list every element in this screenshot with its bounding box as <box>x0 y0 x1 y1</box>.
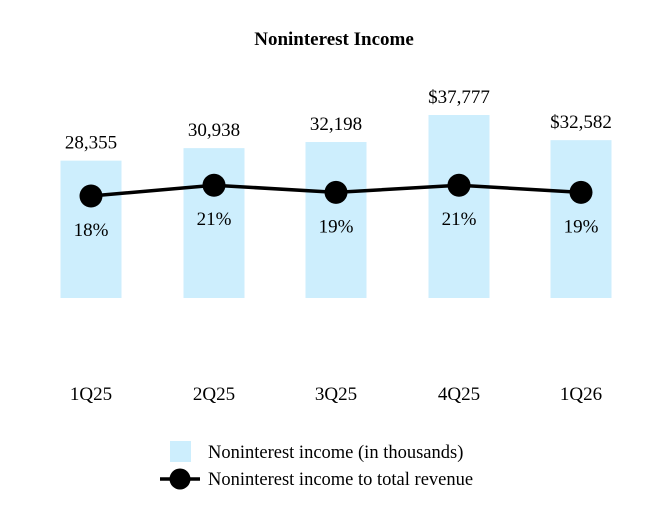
category-label-4Q25: 4Q25 <box>438 384 480 405</box>
ratio-point-4Q25 <box>447 173 471 197</box>
category-label-1Q26: 1Q26 <box>560 384 602 405</box>
bar-value-label-1Q26: $32,582 <box>550 112 612 133</box>
legend-bar-label: Noninterest income (in thousands) <box>208 443 463 463</box>
ratio-value-label-3Q25: 19% <box>319 216 354 237</box>
category-label-3Q25: 3Q25 <box>315 384 357 405</box>
ratio-point-2Q25 <box>202 173 226 197</box>
ratio-value-label-4Q25: 21% <box>442 209 477 230</box>
bar-4Q25 <box>428 115 490 298</box>
category-label-2Q25: 2Q25 <box>193 384 235 405</box>
bar-value-labels: 28,355 30,938 32,198 $37,777 $32,582 <box>65 87 612 154</box>
ratio-value-labels: 18% 21% 19% 21% 19% <box>74 209 599 241</box>
legend-line-marker <box>169 468 191 490</box>
legend-bar-swatch <box>170 441 191 462</box>
x-axis-categories: 1Q25 2Q25 3Q25 4Q25 1Q26 <box>70 384 602 405</box>
ratio-value-label-1Q25: 18% <box>74 220 109 241</box>
bar-value-label-3Q25: 32,198 <box>310 114 362 135</box>
ratio-value-label-2Q25: 21% <box>197 209 232 230</box>
category-label-1Q25: 1Q25 <box>70 384 112 405</box>
bar-value-label-2Q25: 30,938 <box>188 120 240 141</box>
ratio-point-1Q26 <box>569 180 593 204</box>
ratio-line-series <box>79 173 593 208</box>
legend: Noninterest income (in thousands) Nonint… <box>160 441 473 490</box>
ratio-point-1Q25 <box>79 184 103 208</box>
bar-value-label-1Q25: 28,355 <box>65 133 117 154</box>
bar-2Q25 <box>183 148 245 298</box>
legend-line-label: Noninterest income to total revenue <box>208 470 473 490</box>
bar-series <box>60 115 612 298</box>
bar-1Q26 <box>550 140 612 298</box>
bar-value-label-4Q25: $37,777 <box>428 87 490 108</box>
ratio-value-label-1Q26: 19% <box>564 216 599 237</box>
ratio-point-3Q25 <box>324 180 348 204</box>
bar-1Q25 <box>60 160 122 298</box>
bar-3Q25 <box>305 142 367 298</box>
chart-title: Noninterest Income <box>254 29 414 50</box>
